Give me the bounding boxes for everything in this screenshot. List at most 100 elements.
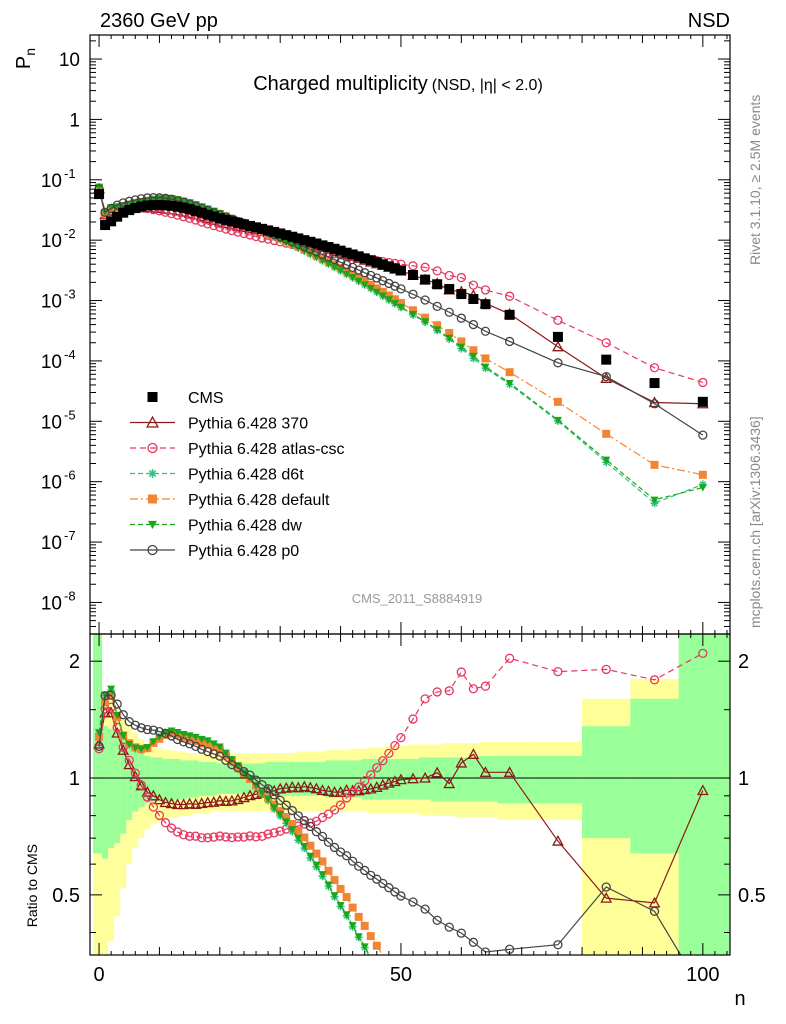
ratio-points-pythia-6-428-370: [93, 706, 709, 908]
data-point-pythia-6-428-dw: [469, 352, 478, 361]
ratio-point-pythia-6-428-p0: [649, 906, 660, 916]
y-tick-label: 10: [41, 292, 62, 313]
ratio-point-pythia-6-428-p0: [311, 827, 322, 837]
ratio-point-pythia-6-428-370: [310, 782, 323, 794]
ratio-point-pythia-6-428-p0: [354, 861, 364, 871]
stat-uncertainty-band: [204, 761, 211, 796]
data-point-cms: [601, 354, 612, 365]
data-point-cms: [365, 255, 376, 266]
ratio-point-pythia-6-428-p0: [601, 882, 611, 892]
data-point-cms: [142, 200, 153, 211]
ratio-point-pythia-6-428-370: [183, 797, 196, 809]
ratio-point-pythia-6-428-dw: [197, 735, 206, 744]
legend-marker-pythia-6-428-dw: [148, 520, 157, 529]
data-point-pythia-6-428-p0: [601, 371, 611, 382]
ratio-point-pythia-6-428-dw: [300, 842, 309, 851]
series-points-pythia-6-428-atlas-csc: [94, 184, 708, 388]
ratio-point-pythia-6-428-p0: [408, 897, 418, 907]
data-point-cms: [504, 309, 515, 320]
ratio-point-pythia-6-428-dw: [312, 861, 321, 869]
legend-entry-pythia-6-428-default: Pythia 6.428 default: [130, 492, 330, 509]
legend-label: Pythia 6.428 p0: [188, 543, 299, 560]
ratio-point-pythia-6-428-p0: [184, 739, 195, 749]
y-tick-exponent: -7: [64, 528, 76, 543]
y-axis-label-ratio: Ratio to CMS: [24, 844, 40, 927]
ratio-point-pythia-6-428-default: [95, 732, 104, 741]
legend-label: Pythia 6.428 d6t: [188, 467, 304, 484]
ratio-point-pythia-6-428-p0: [94, 741, 104, 751]
ratio-point-pythia-6-428-default: [306, 841, 315, 850]
y-label-p: P: [13, 56, 35, 69]
stat-uncertainty-band: [355, 760, 362, 798]
legend-entry-pythia-6-428-dw: Pythia 6.428 dw: [130, 518, 302, 535]
data-point-cms: [208, 211, 219, 222]
legend-marker-cms: [147, 392, 158, 402]
ratio-point-pythia-6-428-default: [312, 849, 321, 858]
ratio-point-pythia-6-428-dw: [330, 892, 339, 900]
ratio-point-pythia-6-428-default: [197, 739, 206, 748]
y-tick-label: 10: [41, 352, 62, 373]
data-point-pythia-6-428-default: [698, 470, 707, 479]
legend-entry-pythia-6-428-d6t: Pythia 6.428 d6t: [130, 467, 304, 484]
legend: CMS Pythia 6.428 370 Pythia 6.428 atlas-cs…: [130, 390, 345, 560]
x-tick-label: 0: [93, 964, 104, 986]
data-point-cms: [311, 238, 322, 249]
stat-uncertainty-band: [271, 761, 278, 796]
ratio-point-pythia-6-428-atlas-csc: [263, 829, 273, 839]
data-point-cms: [106, 216, 117, 227]
ratio-line-pythia-6-428-370: [98, 712, 704, 904]
ratio-point-pythia-6-428-p0: [215, 751, 225, 761]
data-point-cms: [329, 243, 340, 254]
data-point-cms: [317, 240, 328, 251]
stat-uncertainty-band: [174, 758, 181, 800]
ratio-point-pythia-6-428-atlas-csc: [317, 812, 328, 823]
y-label-sub: n: [22, 48, 38, 56]
ratio-point-pythia-6-428-370: [322, 785, 335, 796]
data-point-pythia-6-428-atlas-csc: [233, 227, 243, 237]
ratio-tick-label-right: 1: [738, 768, 749, 790]
ratio-point-pythia-6-428-dw: [227, 756, 236, 764]
ratio-point-pythia-6-428-370: [503, 766, 516, 777]
data-point-pythia-6-428-default: [481, 354, 490, 363]
ratio-point-pythia-6-428-p0: [209, 749, 219, 759]
data-point-pythia-6-428-default: [457, 337, 466, 346]
data-point-pythia-6-428-dw: [396, 303, 405, 312]
data-point-pythia-6-428-default: [553, 397, 562, 406]
ratio-point-pythia-6-428-atlas-csc: [468, 684, 479, 694]
ratio-point-pythia-6-428-atlas-csc: [191, 831, 201, 841]
ratio-point-pythia-6-428-dw: [107, 685, 116, 693]
ratio-point-pythia-6-428-dw: [318, 871, 327, 879]
ratio-point-pythia-6-428-p0: [420, 904, 430, 914]
stat-uncertainty-band: [114, 731, 121, 844]
stat-uncertainty-band: [289, 761, 296, 796]
series-line-pythia-6-428-370: [98, 188, 703, 405]
data-point-cms: [94, 189, 105, 200]
data-point-cms: [377, 259, 388, 270]
ratio-point-pythia-6-428-370: [159, 796, 172, 808]
ratio-tick-label-right: 0.5: [738, 885, 766, 907]
data-point-cms: [383, 261, 394, 272]
data-point-pythia-6-428-atlas-csc: [553, 315, 563, 325]
ratio-point-pythia-6-428-p0: [317, 831, 328, 842]
stat-uncertainty-band: [431, 757, 444, 802]
data-point-cms: [371, 257, 382, 268]
legend-marker-pythia-6-428-d6t: [148, 469, 157, 478]
stat-uncertainty-band: [391, 758, 398, 800]
data-point-pythia-6-428-dw: [602, 456, 611, 464]
data-point-pythia-6-428-dw: [342, 270, 351, 278]
data-point-pythia-6-428-atlas-csc: [420, 262, 430, 272]
ratio-point-pythia-6-428-atlas-csc: [251, 832, 261, 842]
ratio-point-pythia-6-428-atlas-csc: [221, 832, 231, 842]
ratio-point-pythia-6-428-370: [165, 797, 178, 809]
ratio-point-pythia-6-428-atlas-csc: [698, 648, 708, 658]
data-point-pythia-6-428-dw: [113, 203, 122, 211]
data-point-pythia-6-428-default: [433, 321, 442, 330]
data-point-cms: [214, 213, 225, 224]
ratio-point-pythia-6-428-p0: [444, 922, 454, 932]
stat-uncertainty-band: [222, 763, 229, 794]
data-point-cms: [353, 251, 364, 262]
stat-uncertainty-band: [301, 761, 308, 796]
data-point-pythia-6-428-default: [360, 277, 369, 286]
ratio-point-pythia-6-428-default: [101, 697, 110, 706]
